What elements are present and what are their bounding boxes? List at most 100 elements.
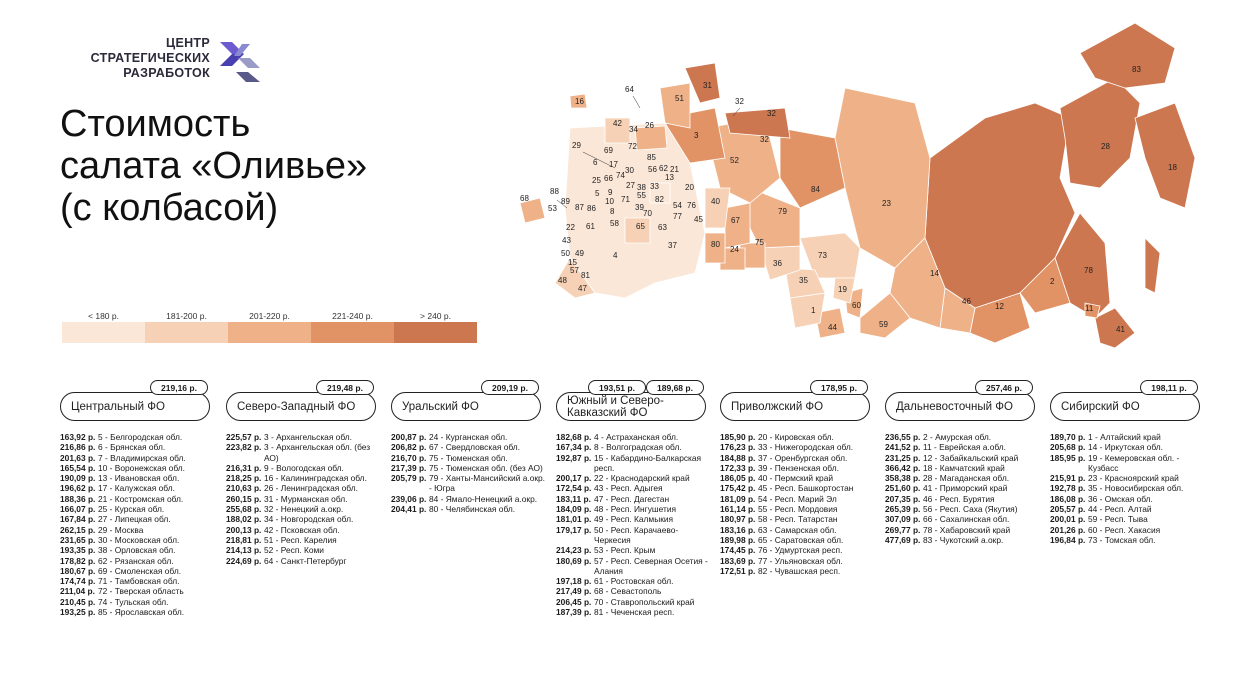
- region-26: [634, 125, 668, 151]
- region-price: 216,86 р.: [60, 442, 96, 453]
- region-price-row: 200,17 р. 22 - Краснодарский край: [556, 473, 716, 483]
- legend-swatch: [394, 322, 477, 343]
- map-label: 29: [572, 141, 581, 150]
- district-average-badge: 209,19 р.: [481, 380, 539, 395]
- region-price-row: 174,45 р. 76 - Удмуртская респ.: [720, 545, 880, 555]
- region-price-row: 163,92 р. 5 - Белгородская обл.: [60, 432, 220, 442]
- region-price: 223,82 р.: [226, 442, 262, 453]
- map-label: 49: [575, 249, 584, 258]
- map-label: 48: [558, 276, 567, 285]
- region-price: 188,02 р.: [226, 514, 262, 525]
- region-59: [859, 292, 911, 339]
- region-name: 46 - Респ. Бурятия: [923, 493, 995, 504]
- map-label: 66: [604, 174, 613, 183]
- district-average-badge: 178,95 р.: [810, 380, 868, 395]
- title-line-3: (с колбасой): [60, 187, 279, 229]
- region-name: 3 - Архангельская обл.: [264, 432, 352, 442]
- region-price: 187,39 р.: [556, 607, 592, 618]
- region-name: 17 - Калужская обл.: [98, 483, 175, 494]
- region-price: 262,15 р.: [60, 524, 96, 535]
- region-40: [704, 187, 731, 229]
- region-name: 48 - Респ. Ингушетия: [594, 504, 677, 515]
- region-price: 190,09 р.: [60, 473, 96, 484]
- region-price-row: 186,08 р. 36 - Омская обл.: [1050, 494, 1210, 504]
- map-label: 2: [1050, 277, 1055, 286]
- region-price-row: 231,25 р. 12 - Забайкальский край: [885, 453, 1045, 463]
- region-16: [569, 93, 588, 109]
- region-name: 7 - Владимирская обл.: [98, 452, 186, 463]
- region-name: 54 - Респ. Марий Эл: [758, 493, 837, 504]
- map-label: 50: [561, 249, 570, 258]
- region-price-row: 182,68 р. 4 - Астраханская обл.: [556, 432, 716, 442]
- region-price-row: 216,70 р. 75 - Тюменская обл.: [391, 453, 551, 463]
- map-label: 73: [818, 251, 827, 260]
- region-price: 216,70 р.: [391, 452, 427, 463]
- legend-item: 221-240 р.: [311, 311, 394, 343]
- region-name: 75 - Тюменская обл. (без АО): [429, 462, 543, 473]
- region-price-row: 218,81 р. 51 - Респ. Карелия: [226, 535, 386, 545]
- map-label: 68: [520, 194, 529, 203]
- region-name: 26 - Ленинградская обл.: [264, 483, 358, 494]
- map-label: 83: [1132, 65, 1141, 74]
- region-price: 200,17 р.: [556, 473, 592, 484]
- region-price-row: 193,25 р. 85 - Ярославская обл.: [60, 607, 220, 617]
- region-price: 231,25 р.: [885, 452, 921, 463]
- map-label: 84: [811, 185, 820, 194]
- region-price: 224,69 р.: [226, 555, 262, 566]
- legend-swatch: [311, 322, 394, 343]
- region-price-row: 188,36 р. 21 - Костромская обл.: [60, 494, 220, 504]
- region-price: 165,54 р.: [60, 462, 96, 473]
- region-price: 193,25 р.: [60, 607, 96, 618]
- region-price-row: 201,63 р. 7 - Владимирская обл.: [60, 453, 220, 463]
- region-name: 56 - Респ. Саха (Якутия): [923, 504, 1018, 515]
- region-name: 30 - Московская обл.: [98, 534, 180, 545]
- region-price: 201,63 р.: [60, 452, 96, 463]
- region-price-row: 187,39 р. 81 - Чеченская респ.: [556, 607, 716, 617]
- region-price: 218,25 р.: [226, 473, 262, 484]
- region-name: 84 - Ямало-Ненецкий а.окр.: [429, 493, 538, 504]
- region-name: 59 - Респ. Тыва: [1088, 514, 1148, 525]
- region-price-row: 184,09 р. 48 - Респ. Ингушетия: [556, 504, 716, 514]
- map-label: 67: [731, 216, 740, 225]
- map-label: 85: [647, 153, 656, 162]
- region-name: 32 - Ненецкий а.окр.: [264, 504, 344, 515]
- district-average-badge: 193,51 р.: [588, 380, 646, 395]
- region-33: [649, 182, 671, 204]
- map-label: 41: [1116, 325, 1125, 334]
- map-label: 33: [650, 182, 659, 191]
- region-price-row: 188,02 р. 34 - Новгородская обл.: [226, 514, 386, 524]
- region-price-row: 236,55 р. 2 - Амурская обл.: [885, 432, 1045, 442]
- region-name: 57 - Респ. Северная Осетия - Алания: [594, 555, 708, 576]
- region-price: 225,57 р.: [226, 432, 262, 442]
- region-35: [784, 267, 826, 299]
- map-label: 8: [610, 207, 615, 216]
- region-name: 40 - Пермский край: [758, 473, 834, 484]
- map-label: 32: [767, 109, 776, 118]
- region-price-row: 189,70 р. 1 - Алтайский край: [1050, 432, 1210, 442]
- district-average-badge: 219,48 р.: [316, 380, 374, 395]
- region-name: 75 - Тюменская обл.: [429, 452, 508, 463]
- district-volga: Приволжский ФО 178,95 р. 185,90 р. 20 - К…: [720, 380, 880, 576]
- legend-label: 181-200 р.: [166, 311, 207, 321]
- region-price: 214,23 р.: [556, 545, 592, 556]
- region-42: [604, 117, 631, 144]
- district-average-badge: 219,16 р.: [150, 380, 208, 395]
- region-28: [1059, 77, 1141, 189]
- region-price-row: 204,41 р. 80 - Челябинская обл.: [391, 504, 551, 514]
- district-average-badge-2: 189,68 р.: [646, 380, 704, 395]
- region-price-row: 196,62 р. 17 - Калужская обл.: [60, 483, 220, 493]
- district-name: Центральный ФО: [60, 392, 210, 421]
- map-label: 5: [595, 189, 600, 198]
- region-name: 50 - Респ. Карачаево-Черкесия: [594, 524, 679, 545]
- map-label: 77: [673, 212, 682, 221]
- region-price-row: 181,01 р. 49 - Респ. Калмыкия: [556, 514, 716, 524]
- region-name: 58 - Респ. Татарстан: [758, 514, 838, 525]
- map-label: 70: [643, 209, 652, 218]
- map-label: 82: [655, 195, 664, 204]
- region-name: 23 - Красноярский край: [1088, 473, 1179, 484]
- region-name: 4 - Астраханская обл.: [594, 432, 679, 442]
- map-label: 74: [616, 171, 625, 180]
- region-name: 51 - Респ. Карелия: [264, 534, 337, 545]
- region-price-row: 366,42 р. 18 - Камчатский край: [885, 463, 1045, 473]
- region-name: 35 - Новосибирская обл.: [1088, 483, 1184, 494]
